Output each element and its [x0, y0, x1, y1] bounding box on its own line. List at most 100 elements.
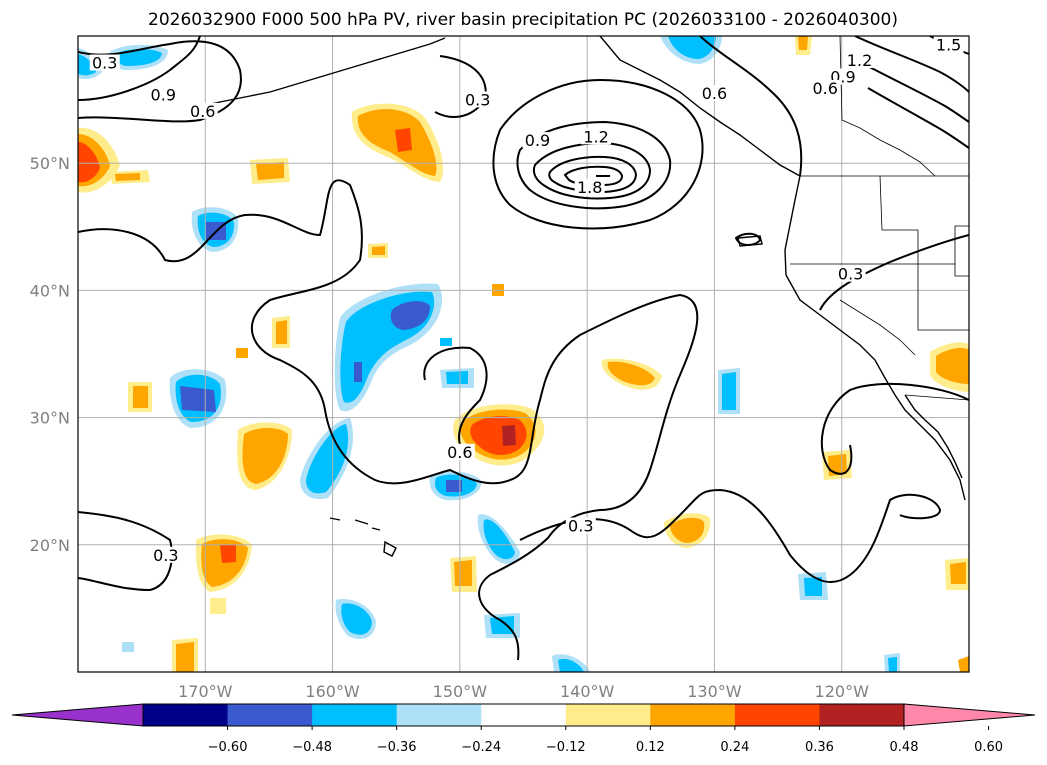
shade-negative — [122, 642, 134, 652]
contour-label-text: 1.5 — [936, 36, 961, 55]
colorbar-segment — [565, 704, 651, 726]
contour-label-text: 0.6 — [812, 79, 837, 98]
shade-negative — [804, 577, 822, 596]
colorbar-tick-label: −0.36 — [377, 740, 417, 755]
colorbar-segment — [143, 704, 229, 726]
shade-positive — [236, 348, 248, 358]
colorbar-tick-label: −0.12 — [546, 740, 586, 755]
contour-label-halo — [148, 86, 179, 103]
contour-label: 0.6 — [444, 443, 475, 462]
shade-positive — [950, 562, 966, 584]
shade-negative — [483, 519, 515, 560]
shade-negative — [722, 372, 736, 410]
shade-positive — [115, 173, 140, 181]
figure-title: 2026032900 F000 500 hPa PV, river basin … — [148, 10, 898, 30]
contour-label-text: 0.3 — [465, 90, 490, 109]
contour-label-halo — [565, 517, 596, 534]
shade-positive — [372, 246, 385, 255]
lat-tick-label: 40°N — [30, 281, 70, 300]
shade-negative — [668, 36, 716, 59]
pv-contour — [78, 36, 201, 101]
contour-label-halo — [581, 128, 612, 145]
lat-tick-label: 20°N — [30, 536, 70, 555]
precipitation-shading — [78, 36, 969, 672]
pv-contour — [867, 87, 969, 149]
lon-tick-label: 150°W — [433, 682, 488, 701]
contour-label: 1.5 — [933, 36, 964, 55]
contour-label-text: 0.3 — [568, 517, 593, 536]
contour-label-text: 1.8 — [577, 178, 602, 197]
contour-label-halo — [522, 132, 553, 149]
shade-negative — [446, 480, 462, 492]
colorbar-tick-label: −0.24 — [461, 740, 501, 755]
contour-label-halo — [150, 546, 181, 563]
shade-negative — [558, 658, 584, 672]
longitude-tick-labels: 170°W 160°W 150°W 140°W 130°W 120°W — [178, 682, 869, 701]
colorbar-tick-label: 0.36 — [805, 740, 834, 755]
colorbar-segment — [819, 704, 905, 726]
shade-negative — [341, 603, 372, 635]
contour-label-text: 0.3 — [838, 265, 863, 284]
contour-label-text: 0.6 — [702, 84, 727, 103]
pv-contour — [699, 36, 803, 177]
map-gridlines — [78, 36, 969, 672]
pv-contour — [548, 155, 638, 194]
contour-label: 0.3 — [89, 54, 120, 73]
shade-negative — [888, 657, 897, 672]
shade-positive — [210, 598, 226, 614]
shade-positive — [454, 560, 472, 586]
shade-positive — [958, 656, 969, 672]
coastline-hawaii — [329, 517, 397, 557]
colorbar-segment — [481, 704, 567, 726]
contour-label-halo — [844, 51, 875, 68]
border-us-states — [790, 175, 969, 356]
contour-label: 1.2 — [581, 127, 612, 146]
contour-label-halo — [574, 179, 605, 196]
colorbar-frame — [142, 703, 905, 727]
pv-contour — [492, 78, 704, 230]
contour-label: 0.9 — [522, 131, 553, 150]
shade-positive — [256, 162, 284, 180]
colorbar-tick-label: −0.48 — [292, 740, 332, 755]
contour-label: 1.8 — [574, 178, 605, 197]
shade-positive — [936, 348, 969, 384]
shade-positive — [176, 642, 194, 672]
contour-label: 0.3 — [835, 265, 866, 284]
colorbar-tick-label: 0.48 — [890, 740, 919, 755]
shade-positive — [607, 361, 655, 386]
contour-label: 0.6 — [187, 102, 218, 121]
contour-label-halo — [462, 91, 493, 108]
shade-positive — [276, 320, 287, 344]
shade-positive — [670, 517, 705, 543]
colorbar-segment — [312, 704, 398, 726]
contour-label-halo — [699, 85, 730, 102]
shade-positive — [502, 425, 516, 446]
contour-label-halo — [810, 79, 841, 96]
colorbar-extend-low — [11, 703, 144, 727]
pv-contour — [78, 40, 242, 123]
shade-negative — [180, 386, 216, 412]
shade-positive — [798, 36, 808, 50]
colorbar-segment — [396, 704, 482, 726]
contour-label-halo — [187, 102, 218, 119]
map-frame — [77, 35, 970, 673]
contour-label-group: 0.30.90.60.30.9 1.21.80.61.20.90.61.50.30… — [89, 36, 964, 565]
coastline-north-america-west — [784, 175, 966, 501]
coastline-baja — [904, 394, 963, 479]
contour-label-text: 1.2 — [847, 51, 872, 70]
pv-contour — [78, 511, 173, 592]
map-panel: 0.30.90.60.30.9 1.21.80.61.20.90.61.50.30… — [78, 36, 969, 672]
colorbar-tick-label: 0.12 — [636, 740, 665, 755]
pv-contour — [519, 488, 942, 584]
border-alaska-canada — [839, 36, 936, 177]
contour-label-halo — [444, 443, 475, 460]
shade-positive — [220, 544, 236, 563]
pv-contours — [78, 36, 969, 661]
political-borders — [790, 36, 969, 401]
colorbar: −0.60 −0.48 −0.36 −0.24 −0.12 0.12 0.24 0.36 0.4… — [11, 703, 1036, 755]
shade-positive — [828, 454, 847, 476]
pv-contour — [819, 234, 969, 311]
colorbar-segment — [734, 704, 820, 726]
shade-negative — [306, 424, 349, 494]
